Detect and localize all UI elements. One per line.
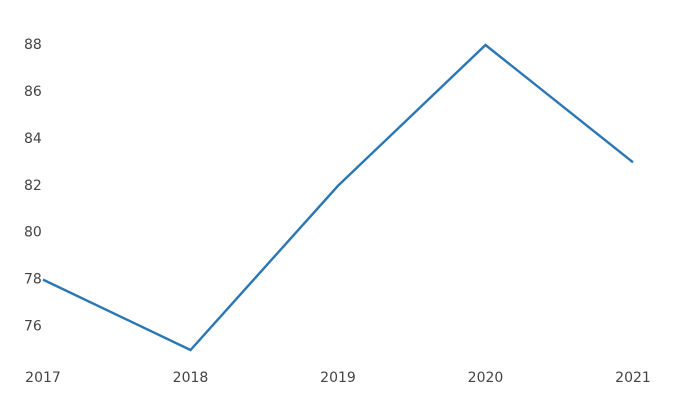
x-tick-label: 2020	[468, 370, 504, 386]
x-tick-label: 2021	[615, 370, 651, 386]
y-axis-tick-labels: 76 78 80 82 84 86 88	[24, 37, 42, 335]
x-tick-label: 2019	[320, 370, 356, 386]
x-tick-label: 2018	[173, 370, 209, 386]
series-line	[42, 43, 634, 352]
y-tick-label: 78	[24, 272, 42, 288]
y-tick-label: 82	[24, 178, 42, 194]
x-axis-tick-labels: 2017 2018 2019 2020 2021	[25, 370, 651, 386]
series-layer	[42, 43, 634, 352]
x-tick-label: 2017	[25, 370, 61, 386]
y-tick-label: 80	[24, 225, 42, 241]
y-tick-label: 86	[24, 84, 42, 100]
y-tick-label: 88	[24, 37, 42, 53]
y-tick-label: 84	[24, 131, 42, 147]
y-tick-label: 76	[24, 319, 42, 335]
